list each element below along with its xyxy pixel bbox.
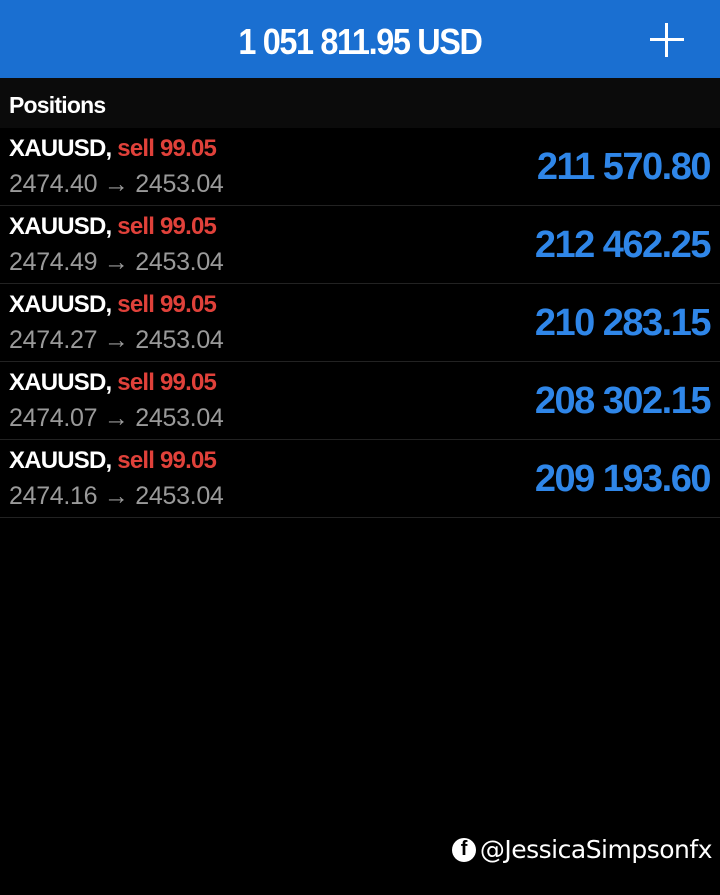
position-symbol-line: XAUUSD, sell 99.05	[9, 135, 217, 163]
section-title: Positions	[0, 78, 720, 128]
positions-list: XAUUSD, sell 99.05 2474.40 → 2453.04 211…	[0, 128, 720, 518]
position-row[interactable]: XAUUSD, sell 99.05 2474.40 → 2453.04 211…	[0, 128, 720, 206]
position-side-volume: sell 99.05	[117, 213, 217, 240]
position-row[interactable]: XAUUSD, sell 99.05 2474.16 → 2453.04 209…	[0, 440, 720, 518]
position-symbol: XAUUSD,	[9, 369, 112, 396]
position-symbol: XAUUSD,	[9, 447, 112, 474]
plus-icon[interactable]	[650, 23, 684, 57]
position-prices: 2474.40 → 2453.04	[9, 170, 224, 198]
position-symbol: XAUUSD,	[9, 291, 112, 318]
position-side-volume: sell 99.05	[117, 369, 217, 396]
position-symbol-line: XAUUSD, sell 99.05	[9, 291, 217, 319]
facebook-icon: f	[451, 837, 476, 862]
position-profit: 208 302.15	[534, 380, 712, 422]
position-row[interactable]: XAUUSD, sell 99.05 2474.49 → 2453.04 212…	[0, 206, 720, 284]
position-row[interactable]: XAUUSD, sell 99.05 2474.07 → 2453.04 208…	[0, 362, 720, 440]
watermark-handle: @JessicaSimpsonfx	[479, 835, 713, 864]
position-profit: 211 570.80	[536, 146, 712, 188]
account-balance: 1 051 811.95 USD	[238, 21, 483, 62]
header-bar: 1 051 811.95 USD	[0, 0, 720, 78]
position-row[interactable]: XAUUSD, sell 99.05 2474.27 → 2453.04 210…	[0, 284, 720, 362]
position-prices: 2474.16 → 2453.04	[9, 482, 224, 510]
position-side-volume: sell 99.05	[117, 447, 217, 474]
position-symbol: XAUUSD,	[9, 213, 112, 240]
position-symbol-line: XAUUSD, sell 99.05	[9, 447, 217, 475]
position-symbol: XAUUSD,	[9, 135, 112, 162]
position-profit: 209 193.60	[534, 458, 712, 500]
position-symbol-line: XAUUSD, sell 99.05	[9, 213, 217, 241]
position-symbol-line: XAUUSD, sell 99.05	[9, 369, 217, 397]
position-prices: 2474.27 → 2453.04	[9, 326, 224, 354]
position-side-volume: sell 99.05	[117, 135, 217, 162]
watermark: f @JessicaSimpsonfx	[451, 835, 713, 864]
position-prices: 2474.49 → 2453.04	[9, 248, 224, 276]
position-prices: 2474.07 → 2453.04	[9, 404, 224, 432]
position-profit: 212 462.25	[534, 224, 712, 266]
position-profit: 210 283.15	[534, 302, 712, 344]
position-side-volume: sell 99.05	[117, 291, 217, 318]
